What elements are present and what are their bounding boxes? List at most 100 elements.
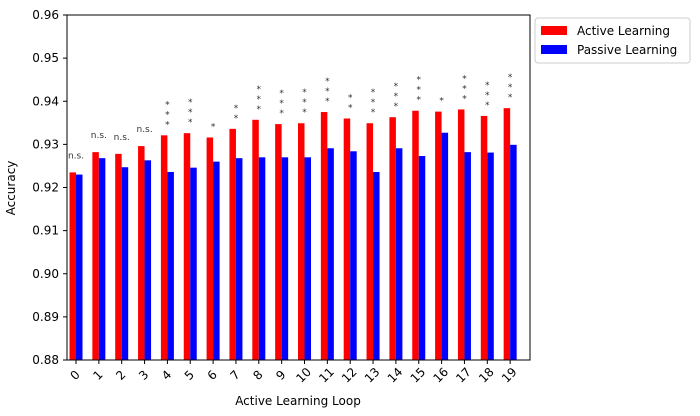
bar-passive-learning (464, 152, 471, 360)
bar-passive-learning (190, 167, 197, 360)
bars-group (69, 108, 517, 361)
x-tick-label: 11 (316, 365, 337, 386)
bar-active-learning (92, 152, 99, 360)
bar-active-learning (320, 112, 328, 360)
y-tick-label: 0.96 (32, 8, 59, 22)
bar-active-learning (275, 124, 282, 360)
bar-active-learning (503, 108, 511, 361)
x-tick-label: 4 (159, 368, 174, 383)
bar-active-learning (298, 123, 305, 361)
x-axis-ticks: 0 1 2 3 4 5 6 7 8 9 10 11 12 13 14 15 16 17 18 19 (68, 360, 520, 386)
significance-label: * * * (165, 100, 170, 130)
bar-passive-learning (98, 158, 106, 360)
bar-active-learning (435, 111, 442, 360)
bar-passive-learning (258, 157, 266, 360)
bar-active-learning (457, 109, 465, 360)
bar-passive-learning (418, 156, 426, 360)
x-tick-label: 16 (430, 365, 451, 386)
y-tick-label: 0.93 (32, 137, 59, 151)
bar-active-learning (183, 133, 191, 360)
significance-label: * * * (302, 88, 307, 118)
bar-active-learning (229, 128, 236, 360)
x-tick-label: 13 (362, 365, 383, 386)
legend-box (534, 17, 691, 64)
significance-label: * * * (485, 81, 490, 111)
x-tick-label: 8 (250, 368, 265, 383)
x-tick-label: 19 (499, 365, 520, 386)
significance-label: n.s. (114, 133, 130, 143)
bar-passive-learning (144, 160, 152, 360)
bar-active-learning (412, 110, 419, 360)
x-tick-label: 3 (136, 368, 151, 383)
y-tick-label: 0.88 (32, 353, 59, 367)
plot-frame (66, 14, 531, 361)
bar-active-learning (160, 135, 168, 360)
significance-label: * * * (394, 82, 399, 112)
x-tick-label: 10 (293, 365, 314, 386)
bar-active-learning (206, 137, 214, 360)
significance-label: n.s. (136, 125, 152, 135)
bar-passive-learning (350, 151, 357, 360)
bar-passive-learning (327, 148, 334, 360)
significance-label: * * * (371, 88, 376, 118)
significance-label: * * * (279, 89, 284, 119)
x-tick-label: 7 (227, 368, 242, 383)
y-axis-ticks: 0.88 0.89 0.90 0.91 0.92 0.93 0.94 0.95 0.96 (32, 8, 67, 367)
bar-passive-learning (281, 157, 289, 360)
x-tick-label: 6 (205, 368, 220, 383)
x-axis-label: Active Learning Loop (235, 394, 361, 408)
legend-label-passive: Passive Learning (577, 43, 677, 57)
x-tick-label: 2 (113, 368, 128, 383)
significance-label: * * (234, 104, 239, 124)
bar-active-learning (138, 146, 145, 360)
bar-passive-learning (213, 161, 220, 360)
significance-label: * * * (508, 73, 513, 103)
x-tick-label: 18 (476, 365, 497, 386)
bar-active-learning (69, 172, 76, 360)
bar-active-learning (252, 119, 259, 360)
bar-passive-learning (304, 157, 311, 360)
bar-passive-learning (395, 148, 403, 360)
significance-label: n.s. (91, 131, 107, 141)
x-tick-label: 1 (90, 368, 105, 383)
x-tick-label: 14 (385, 365, 406, 386)
bar-active-learning (343, 118, 351, 360)
y-tick-label: 0.89 (32, 310, 59, 324)
significance-label: * * (348, 94, 353, 114)
significance-label: * * * (325, 77, 330, 107)
bar-active-learning (366, 123, 374, 361)
bar-passive-learning (235, 158, 243, 360)
significance-label: * * * (188, 98, 193, 128)
x-tick-label: 15 (408, 365, 429, 386)
significance-label: * * * (417, 76, 422, 106)
bar-active-learning (480, 115, 488, 360)
bar-passive-learning (441, 132, 449, 360)
y-tick-label: 0.91 (32, 224, 59, 238)
bar-passive-learning (510, 144, 517, 360)
significance-label: * * * (462, 74, 467, 104)
significance-label: * (439, 97, 444, 107)
x-tick-label: 9 (273, 368, 288, 383)
x-tick-label: 17 (453, 365, 474, 386)
significance-label: * * * (257, 85, 262, 115)
bar-passive-learning (487, 152, 494, 360)
bar-passive-learning (373, 171, 380, 360)
y-tick-label: 0.95 (32, 51, 59, 65)
x-tick-label: 12 (339, 365, 360, 386)
significance-labels: n.s.n.s. n.s.n.s.* * ** * * ** ** * ** * ** * ** * * * **… (68, 73, 513, 161)
y-tick-label: 0.90 (32, 267, 59, 281)
legend-swatch-active (541, 26, 567, 35)
legend: Active Learning Passive Learning (534, 17, 691, 64)
bar-passive-learning (121, 167, 129, 360)
x-tick-label: 5 (182, 368, 197, 383)
bar-passive-learning (76, 174, 83, 360)
legend-label-active: Active Learning (577, 24, 670, 38)
significance-label: * (211, 122, 216, 132)
y-tick-label: 0.92 (32, 181, 59, 195)
x-tick-label: 0 (68, 368, 83, 383)
y-axis-label: Accuracy (4, 161, 18, 216)
bar-active-learning (115, 153, 122, 360)
significance-label: n.s. (68, 151, 84, 161)
legend-swatch-passive (541, 45, 567, 54)
